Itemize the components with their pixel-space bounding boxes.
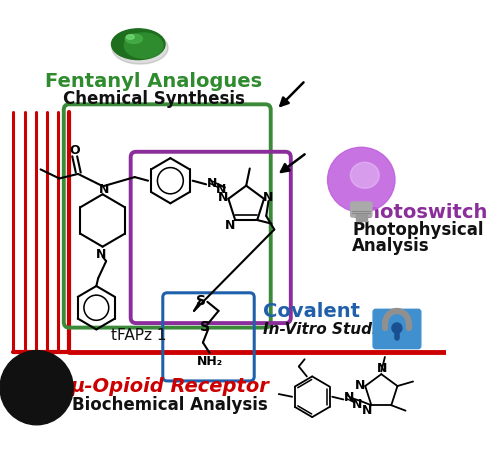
Text: N: N: [264, 191, 274, 204]
Text: N: N: [96, 248, 106, 261]
Circle shape: [16, 367, 58, 409]
Circle shape: [392, 323, 402, 333]
Text: N: N: [99, 183, 110, 196]
Text: S: S: [196, 293, 205, 307]
Circle shape: [8, 359, 65, 417]
Text: Photoswitch: Photoswitch: [352, 202, 488, 221]
Text: O: O: [69, 144, 80, 156]
Ellipse shape: [126, 36, 134, 40]
Circle shape: [28, 380, 44, 396]
Text: Fentanyl Analogues: Fentanyl Analogues: [46, 72, 262, 91]
Text: N: N: [218, 191, 228, 204]
Text: N: N: [224, 219, 235, 231]
Ellipse shape: [125, 35, 142, 44]
Circle shape: [0, 351, 73, 425]
Ellipse shape: [112, 32, 168, 65]
Ellipse shape: [112, 30, 165, 60]
Text: Covalent: Covalent: [263, 302, 360, 321]
Text: Chemical Synthesis: Chemical Synthesis: [63, 90, 245, 108]
Text: N: N: [362, 403, 372, 416]
Text: N: N: [352, 397, 362, 410]
Ellipse shape: [124, 34, 163, 59]
Ellipse shape: [328, 148, 395, 213]
Circle shape: [22, 373, 51, 402]
Text: N: N: [354, 378, 365, 391]
Text: μ-Opioid Receptor: μ-Opioid Receptor: [70, 376, 269, 395]
Text: NH₂: NH₂: [196, 354, 222, 367]
Text: N: N: [216, 183, 226, 196]
Circle shape: [34, 385, 40, 391]
Text: S: S: [200, 319, 210, 333]
Text: N: N: [206, 176, 217, 189]
Text: N: N: [344, 391, 354, 403]
Bar: [356, 214, 367, 221]
Ellipse shape: [350, 163, 380, 189]
FancyBboxPatch shape: [373, 309, 421, 349]
Text: Analysis: Analysis: [352, 236, 430, 254]
FancyBboxPatch shape: [350, 202, 372, 217]
Text: tFAPz 1: tFAPz 1: [110, 327, 166, 342]
Text: N: N: [377, 362, 388, 374]
Text: Biochemical Analysis: Biochemical Analysis: [72, 395, 268, 413]
Text: Photophysical: Photophysical: [352, 220, 484, 238]
Text: In-Vitro Studies: In-Vitro Studies: [263, 321, 397, 336]
